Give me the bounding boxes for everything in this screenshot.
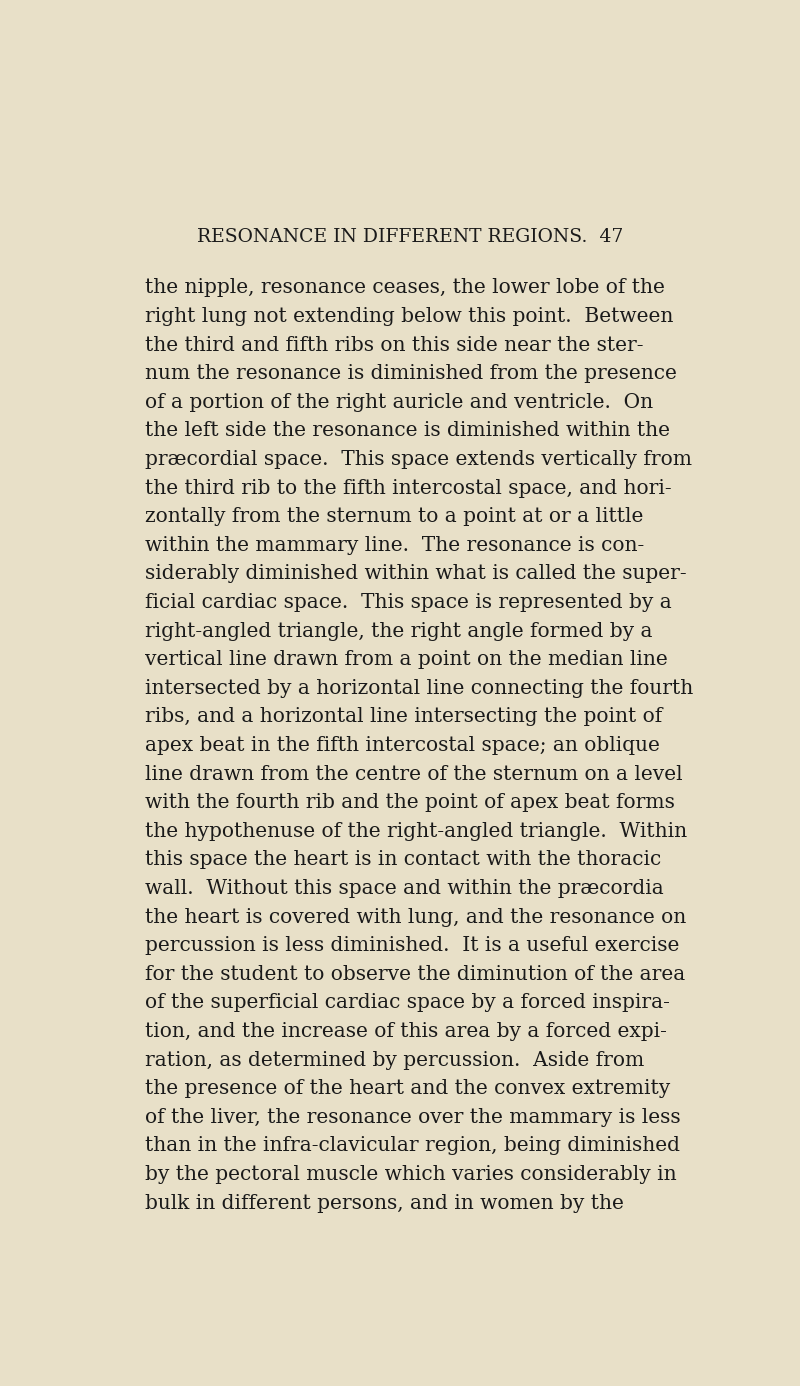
Text: right lung not extending below this point.  Between: right lung not extending below this poin…: [145, 306, 673, 326]
Text: within the mammary line.  The resonance is con-: within the mammary line. The resonance i…: [145, 536, 644, 554]
Text: the third rib to the fifth intercostal space, and hori-: the third rib to the fifth intercostal s…: [145, 478, 671, 498]
Text: by the pectoral muscle which varies considerably in: by the pectoral muscle which varies cons…: [145, 1166, 676, 1184]
Text: præcordial space.  This space extends vertically from: præcordial space. This space extends ver…: [145, 450, 692, 468]
Text: RESONANCE IN DIFFERENT REGIONS.  47: RESONANCE IN DIFFERENT REGIONS. 47: [197, 229, 623, 247]
Text: of the superficial cardiac space by a forced inspira-: of the superficial cardiac space by a fo…: [145, 994, 670, 1012]
Text: zontally from the sternum to a point at or a little: zontally from the sternum to a point at …: [145, 507, 643, 527]
Text: line drawn from the centre of the sternum on a level: line drawn from the centre of the sternu…: [145, 765, 682, 783]
Text: the heart is covered with lung, and the resonance on: the heart is covered with lung, and the …: [145, 908, 686, 927]
Text: the hypothenuse of the right-angled triangle.  Within: the hypothenuse of the right-angled tria…: [145, 822, 686, 841]
Text: bulk in different persons, and in women by the: bulk in different persons, and in women …: [145, 1193, 623, 1213]
Text: the left side the resonance is diminished within the: the left side the resonance is diminishe…: [145, 421, 670, 441]
Text: apex beat in the fifth intercostal space; an oblique: apex beat in the fifth intercostal space…: [145, 736, 659, 755]
Text: of a portion of the right auricle and ventricle.  On: of a portion of the right auricle and ve…: [145, 392, 653, 412]
Text: ration, as determined by percussion.  Aside from: ration, as determined by percussion. Asi…: [145, 1051, 644, 1070]
Text: the presence of the heart and the convex extremity: the presence of the heart and the convex…: [145, 1080, 670, 1098]
Text: right-angled triangle, the right angle formed by a: right-angled triangle, the right angle f…: [145, 621, 652, 640]
Text: this space the heart is in contact with the thoracic: this space the heart is in contact with …: [145, 851, 661, 869]
Text: ribs, and a horizontal line intersecting the point of: ribs, and a horizontal line intersecting…: [145, 707, 662, 726]
Text: the nipple, resonance ceases, the lower lobe of the: the nipple, resonance ceases, the lower …: [145, 279, 665, 298]
Text: than in the infra-clavicular region, being diminished: than in the infra-clavicular region, bei…: [145, 1137, 680, 1156]
Text: for the student to observe the diminution of the area: for the student to observe the diminutio…: [145, 965, 685, 984]
Text: of the liver, the resonance over the mammary is less: of the liver, the resonance over the mam…: [145, 1107, 680, 1127]
Text: ficial cardiac space.  This space is represented by a: ficial cardiac space. This space is repr…: [145, 593, 671, 613]
Text: num the resonance is diminished from the presence: num the resonance is diminished from the…: [145, 365, 677, 383]
Text: percussion is less diminished.  It is a useful exercise: percussion is less diminished. It is a u…: [145, 936, 679, 955]
Text: intersected by a horizontal line connecting the fourth: intersected by a horizontal line connect…: [145, 679, 693, 697]
Text: siderably diminished within what is called the super-: siderably diminished within what is call…: [145, 564, 686, 584]
Text: vertical line drawn from a point on the median line: vertical line drawn from a point on the …: [145, 650, 667, 669]
Text: the third and fifth ribs on this side near the ster-: the third and fifth ribs on this side ne…: [145, 335, 643, 355]
Text: tion, and the increase of this area by a forced expi-: tion, and the increase of this area by a…: [145, 1021, 666, 1041]
Text: wall.  Without this space and within the præcordia: wall. Without this space and within the …: [145, 879, 663, 898]
Text: with the fourth rib and the point of apex beat forms: with the fourth rib and the point of ape…: [145, 793, 674, 812]
